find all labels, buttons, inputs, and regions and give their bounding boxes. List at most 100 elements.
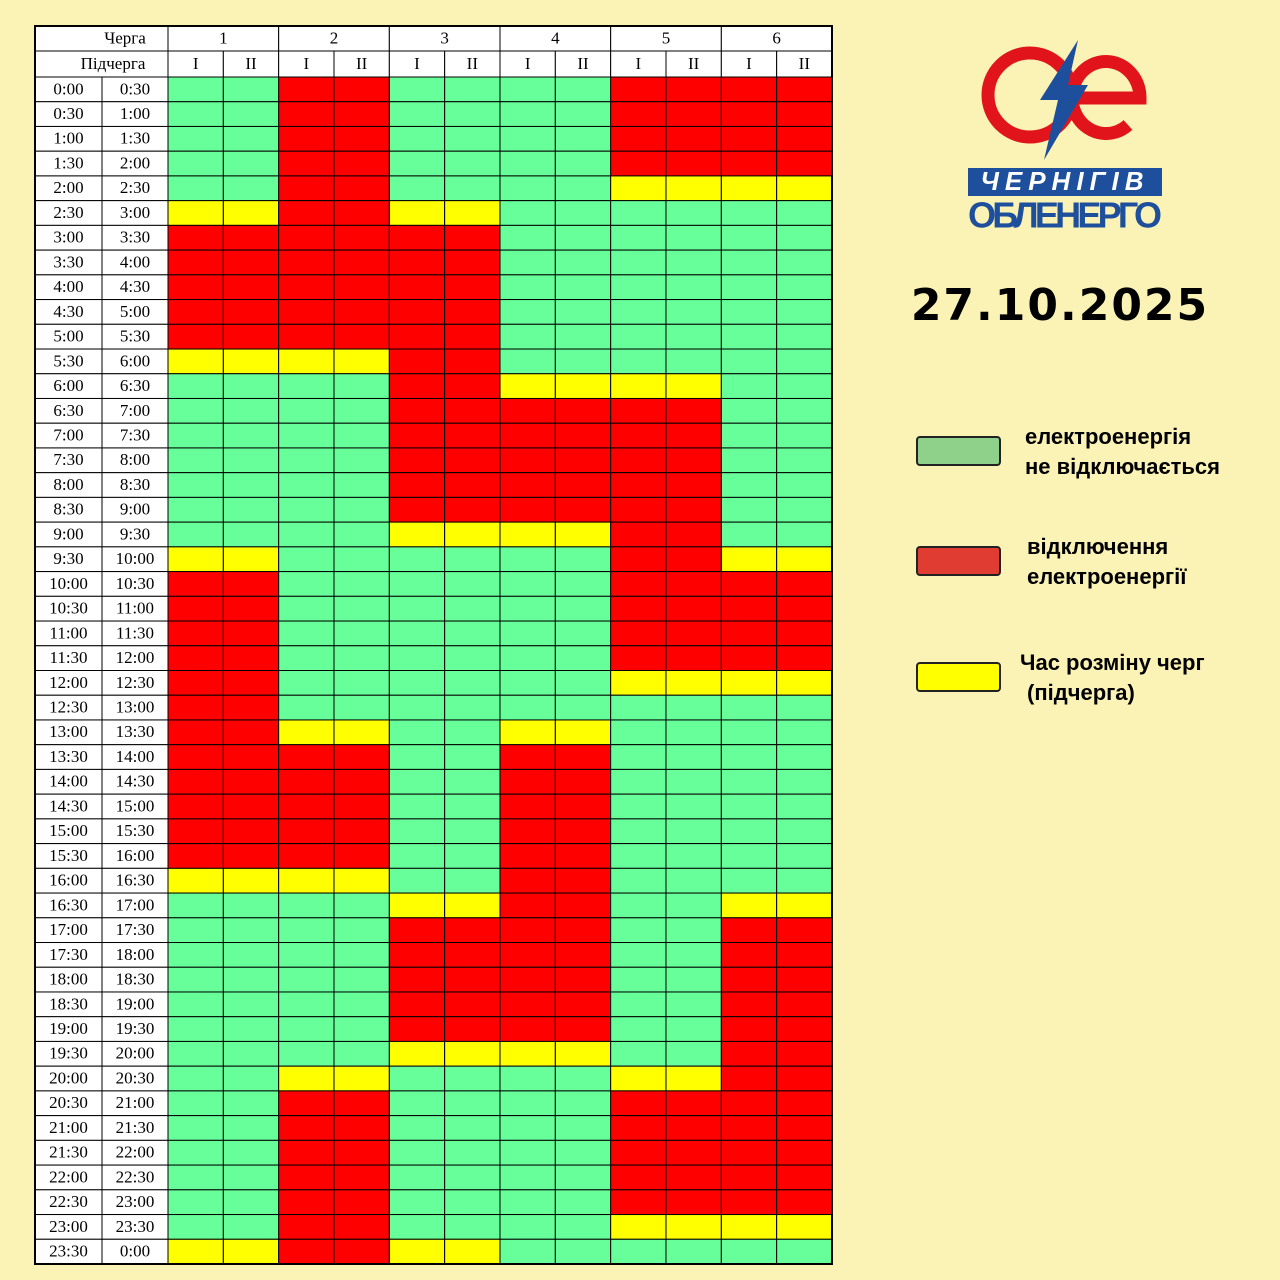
time-from: 9:30 <box>53 549 83 568</box>
status-cell <box>278 422 335 449</box>
time-to: 11:00 <box>116 599 154 618</box>
status-cell <box>167 818 224 845</box>
status-cell <box>499 744 556 770</box>
status-cell <box>665 670 722 696</box>
status-cell <box>610 1065 667 1092</box>
status-cell <box>665 125 722 152</box>
time-from: 8:00 <box>53 475 83 494</box>
status-cell <box>222 101 280 127</box>
status-cell <box>499 818 556 845</box>
status-cell <box>499 496 556 523</box>
status-cell <box>278 76 335 103</box>
status-cell <box>333 719 390 746</box>
status-cell <box>222 1040 280 1067</box>
status-cell <box>222 843 280 869</box>
status-cell <box>665 793 722 820</box>
status-cell <box>610 645 667 671</box>
time-cell <box>34 867 103 894</box>
status-cell <box>776 200 833 226</box>
status-cell <box>444 249 501 276</box>
status-cell <box>720 1016 778 1042</box>
time-to: 9:00 <box>120 500 150 519</box>
status-cell <box>444 793 501 820</box>
status-cell <box>610 125 667 152</box>
time-from: 23:30 <box>49 1242 88 1261</box>
status-cell <box>388 249 446 276</box>
status-cell <box>554 348 612 375</box>
status-cell <box>444 125 501 152</box>
status-cell <box>278 670 335 696</box>
status-cell <box>554 942 612 968</box>
status-cell <box>333 1065 390 1092</box>
status-cell <box>333 942 390 968</box>
status-cell <box>499 843 556 869</box>
status-cell <box>665 299 722 325</box>
status-cell <box>444 694 501 721</box>
status-cell <box>278 942 335 968</box>
status-cell <box>499 942 556 968</box>
status-cell <box>167 1139 224 1166</box>
status-cell <box>776 397 833 424</box>
time-from: 3:30 <box>53 252 83 271</box>
status-cell <box>720 991 778 1018</box>
legend: електроенергія не відключається відключенн… <box>916 424 1220 705</box>
status-cell <box>278 125 335 152</box>
queue-number: 2 <box>330 28 339 47</box>
status-cell <box>444 818 501 845</box>
status-cell <box>333 1189 390 1216</box>
status-cell <box>554 422 612 449</box>
status-cell <box>720 1238 778 1265</box>
status-cell <box>333 274 390 301</box>
time-cell <box>34 942 103 968</box>
status-cell <box>444 768 501 795</box>
status-cell <box>278 991 335 1018</box>
status-cell <box>554 76 612 103</box>
status-cell <box>278 966 335 993</box>
time-from: 0:00 <box>53 79 83 98</box>
status-cell <box>222 620 280 647</box>
status-cell <box>167 793 224 820</box>
time-cell <box>34 818 103 845</box>
time-from: 7:30 <box>53 450 83 469</box>
subqueue-name: II <box>688 54 700 73</box>
status-cell <box>278 867 335 894</box>
status-cell <box>222 1115 280 1141</box>
status-cell <box>554 101 612 127</box>
status-cell <box>776 620 833 647</box>
status-cell <box>222 793 280 820</box>
time-to: 5:30 <box>120 327 150 346</box>
status-cell <box>610 323 667 350</box>
status-cell <box>720 496 778 523</box>
status-cell <box>499 76 556 103</box>
time-to: 12:30 <box>116 673 155 692</box>
status-cell <box>499 620 556 647</box>
time-to: 4:30 <box>120 277 150 296</box>
status-cell <box>444 422 501 449</box>
status-cell <box>610 496 667 523</box>
status-cell <box>776 274 833 301</box>
status-cell <box>610 1164 667 1191</box>
status-cell <box>333 694 390 721</box>
status-cell <box>388 373 446 399</box>
status-cell <box>776 224 833 251</box>
status-cell <box>720 274 778 301</box>
status-cell <box>444 521 501 548</box>
status-cell <box>278 843 335 869</box>
status-cell <box>610 447 667 474</box>
status-cell <box>776 1065 833 1092</box>
status-cell <box>333 917 390 944</box>
status-cell <box>444 224 501 251</box>
status-cell <box>222 1016 280 1042</box>
status-cell <box>720 1139 778 1166</box>
time-from: 4:00 <box>53 277 83 296</box>
status-cell <box>167 125 224 152</box>
status-cell <box>665 76 722 103</box>
time-from: 14:30 <box>49 796 88 815</box>
subqueue-name: I <box>746 54 752 73</box>
status-cell <box>610 1238 667 1265</box>
status-cell <box>554 818 612 845</box>
time-cell <box>101 645 169 671</box>
status-cell <box>222 1238 280 1265</box>
status-cell <box>499 521 556 548</box>
status-cell <box>444 1139 501 1166</box>
